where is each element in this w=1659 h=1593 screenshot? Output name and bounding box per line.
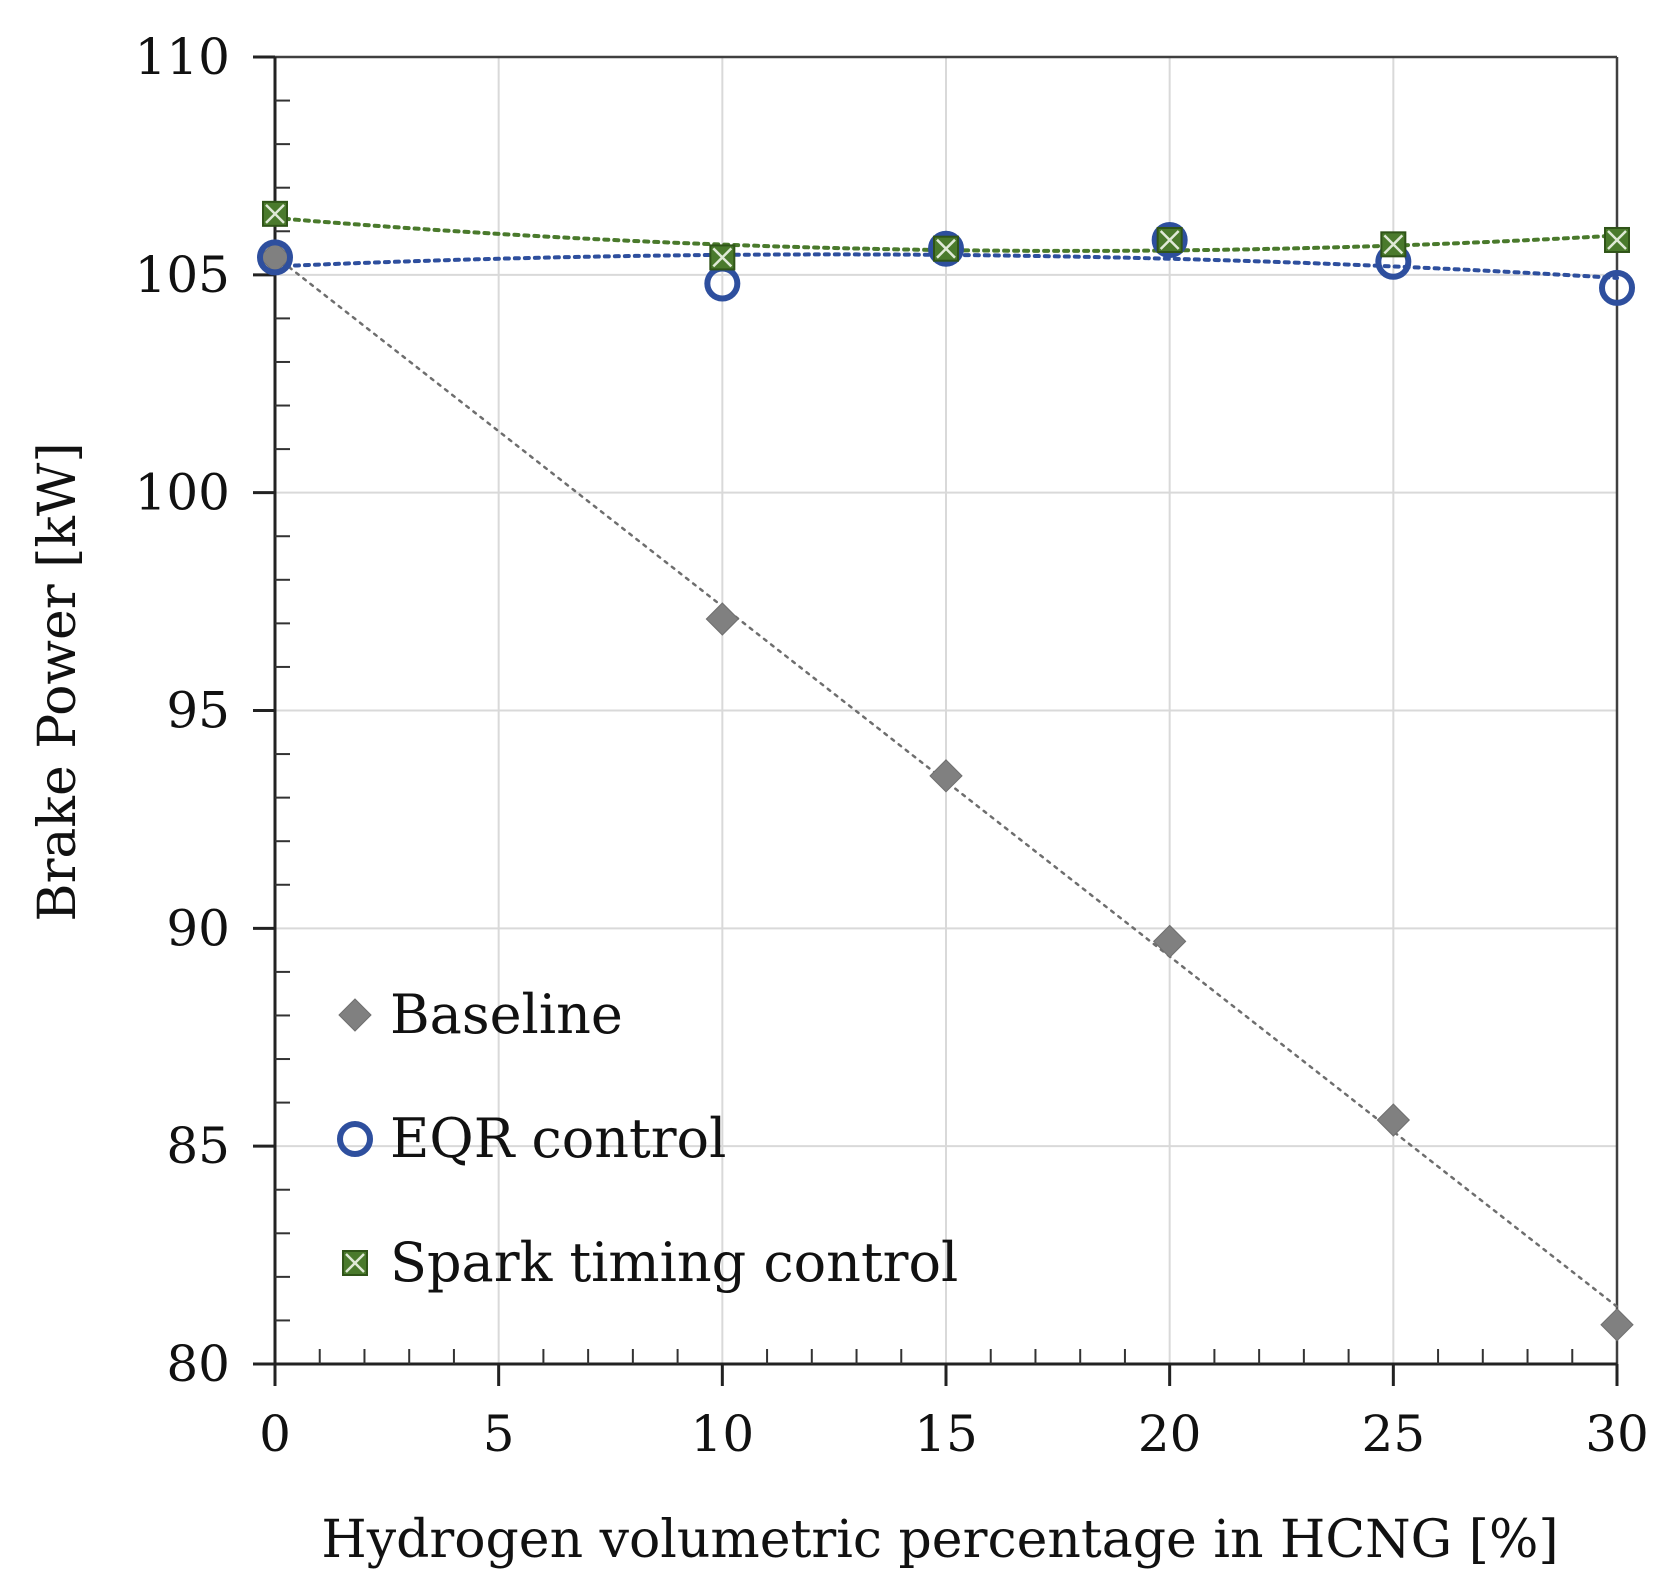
legend-symbol-spark-timing-control — [342, 1250, 368, 1276]
point-spark-timing-control-20 — [1156, 226, 1183, 253]
legend-symbol-spark-timing-control-cross-b — [345, 1253, 365, 1273]
legend-symbol-baseline — [338, 998, 372, 1032]
x-tick-label-30: 30 — [1585, 1405, 1649, 1463]
y-tick-label-110: 110 — [135, 28, 230, 86]
point-spark-timing-control-0 — [262, 200, 288, 227]
y-tick-label-85: 85 — [166, 1117, 230, 1175]
point-eqr-control-15 — [928, 230, 964, 267]
legend: Baseline EQR control Spark timing contro… — [337, 983, 958, 1294]
legend-item-spark-timing-control: Spark timing control — [342, 1231, 958, 1294]
y-tick-label-80: 80 — [166, 1335, 230, 1393]
point-spark-timing-control-10 — [709, 244, 736, 271]
point-eqr-control-30 — [1599, 269, 1635, 306]
y-tick-label-90: 90 — [166, 899, 230, 957]
point-baseline-15 — [929, 759, 963, 793]
x-tick-label-25: 25 — [1362, 1405, 1426, 1463]
x-tick-label-10: 10 — [691, 1405, 755, 1463]
y-tick-label-105: 105 — [135, 246, 230, 304]
x-tick-label-15: 15 — [914, 1405, 978, 1463]
point-baseline-20 — [1152, 924, 1187, 959]
point-spark-timing-control-0-cross-b — [265, 203, 285, 224]
point-spark-timing-control-15-cross-b — [936, 238, 956, 259]
y-axis-title: Brake Power [kW] — [28, 442, 88, 921]
point-baseline-10 — [705, 602, 740, 636]
legend-item-eqr-control: EQR control — [337, 1107, 726, 1170]
legend-symbol-eqr-control — [337, 1121, 373, 1157]
legend-marker-eqr-control — [337, 1121, 373, 1157]
y-tick-label-100: 100 — [135, 464, 230, 522]
point-spark-timing-control-30 — [1604, 226, 1630, 253]
x-tick-label-5: 5 — [483, 1405, 515, 1463]
point-baseline-30 — [1600, 1308, 1634, 1342]
x-tick-label-0: 0 — [259, 1405, 291, 1463]
point-eqr-control-20 — [1151, 221, 1188, 258]
x-axis-title: Hydrogen volumetric percentage in HCNG [… — [321, 1510, 1558, 1570]
legend-label-eqr-control: EQR control — [390, 1107, 726, 1170]
x-tick-label-20: 20 — [1138, 1405, 1202, 1463]
point-eqr-control-0 — [257, 239, 293, 276]
point-spark-timing-control-15 — [933, 235, 959, 262]
y-tick-label-95: 95 — [166, 682, 230, 740]
legend-label-baseline: Baseline — [390, 983, 623, 1046]
legend-label-spark-timing-control: Spark timing control — [390, 1231, 958, 1294]
point-spark-timing-control-30-cross-b — [1607, 230, 1627, 250]
data-points — [257, 200, 1635, 1342]
legend-marker-baseline — [338, 998, 372, 1032]
legend-marker-spark-timing-control — [342, 1250, 368, 1276]
point-spark-timing-control-20-cross-b — [1159, 230, 1180, 250]
point-spark-timing-control-25-cross-b — [1383, 234, 1404, 255]
point-spark-timing-control-10-cross-b — [712, 247, 733, 268]
tick-labels: 80 85 90 95 100 105 110 0 5 10 15 20 25 30 — [135, 28, 1649, 1463]
point-spark-timing-control-25 — [1380, 231, 1407, 258]
legend-item-baseline: Baseline — [338, 983, 623, 1046]
point-baseline-25 — [1376, 1103, 1411, 1137]
